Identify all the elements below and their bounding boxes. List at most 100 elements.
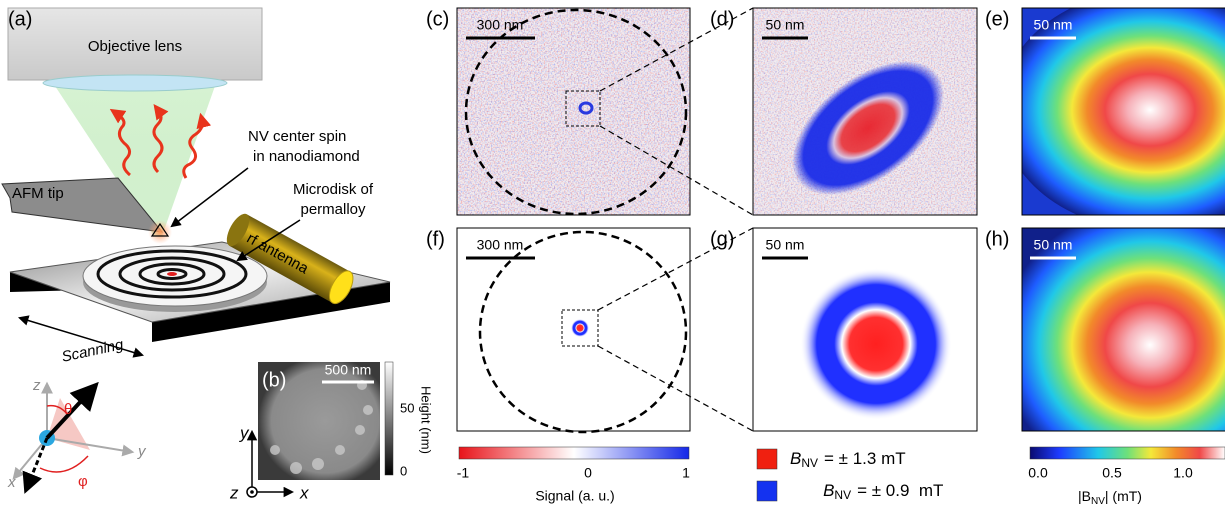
panel-f: 300 nm (f) (426, 227, 754, 434)
panel-label: (e) (985, 8, 1009, 30)
legend-symbol: B (790, 449, 801, 468)
panel-label: (a) (8, 8, 32, 30)
fluorescence-arrows (109, 103, 212, 179)
z-axis-dot (250, 490, 254, 494)
colorbar-label: |BNV| (mT) (1078, 488, 1142, 507)
disk-outline (478, 230, 688, 434)
colorbar-label-sub: NV (1091, 496, 1105, 507)
lens-glass (42, 74, 228, 92)
angle-shade (47, 398, 90, 450)
legend-symbol: B (823, 481, 834, 500)
legend-swatch (756, 448, 778, 470)
spin-projection (22, 437, 49, 494)
colorbar-tick: 0.5 (1102, 465, 1122, 481)
colorbar-tick: 0.0 (1028, 465, 1048, 481)
microdisk-label: permalloy (300, 201, 366, 218)
antenna-back (226, 213, 250, 247)
legend-entry: BNV = ± 1.3 mT (790, 449, 906, 470)
vortex-signal (792, 61, 944, 195)
height-colorbar (384, 361, 394, 476)
disk-outline (464, 8, 688, 216)
nv-label: NV center spin (248, 128, 346, 145)
colorbar-tick: -1 (457, 465, 470, 481)
afm-grains (270, 380, 373, 474)
antenna-body (229, 214, 350, 303)
nv-pointer (170, 167, 249, 228)
vortex-core (167, 272, 177, 276)
panel-e-part (1022, 8, 1225, 215)
panel-b: (b) 500 nm 50 0 Height (nm) x y z (229, 362, 434, 503)
spin-axes: z y x θ φ (7, 377, 147, 494)
y-axis (46, 437, 135, 457)
vortex-signal (800, 268, 952, 420)
colorbar-label: Signal (a. u.) (535, 488, 614, 504)
fluorescence-arrows-part (152, 103, 169, 174)
domain-rings-part (118, 256, 226, 292)
legend-subscript: NV (834, 488, 851, 502)
x-label: x (299, 483, 309, 502)
objective-label: Objective lens (88, 38, 182, 55)
colorbar-label-part: | (mT) (1105, 488, 1142, 504)
vortex-signal (571, 319, 589, 337)
scale-bar-label: 300 nm (477, 17, 524, 33)
zoom-line (599, 7, 754, 92)
afm-grains-part (335, 445, 345, 455)
afm-tip-label: AFM tip (12, 185, 64, 202)
panel-label: (g) (710, 228, 734, 250)
afm-tip (1, 177, 164, 233)
fluorescence-arrows-part (182, 112, 212, 179)
panel-label: (d) (710, 8, 734, 30)
legend-text: = ± 0.9 mT (857, 481, 943, 500)
panel-label: (b) (262, 369, 286, 391)
panel-label: (c) (426, 8, 449, 30)
colorbar-label-part: |B (1078, 488, 1091, 504)
panel-e: 50 nm (e) (985, 7, 1225, 216)
frame (752, 7, 978, 216)
y-label: y (239, 423, 250, 442)
scale-bar-label: 50 nm (1034, 17, 1073, 33)
colorbar-tick: 0 (584, 465, 592, 481)
scanning-arrow (17, 315, 145, 358)
afm-grains-part (363, 405, 373, 415)
scale-bar-label: 50 nm (766, 17, 805, 33)
legend-entry: BNV = ± 0.9 mT (790, 481, 967, 502)
field-spot (1022, 228, 1225, 431)
fluorescence-arrows-part (109, 108, 131, 177)
colorbar-tick: 1.0 (1173, 465, 1193, 481)
panel-h-part (1022, 228, 1225, 431)
x-axis (12, 437, 48, 480)
afm-grains-part (312, 458, 324, 470)
scale-bar-label: 50 nm (766, 237, 805, 253)
legend-text: = ± 1.3 mT (824, 449, 906, 468)
z-label: z (32, 377, 41, 394)
colorbar-tick: 0 (400, 463, 407, 478)
legend-swatch (756, 480, 778, 502)
legend-subscript: NV (801, 456, 818, 470)
y-label: y (137, 443, 147, 460)
scale-bar-label: 300 nm (477, 237, 524, 253)
theta-label: θ (64, 401, 72, 418)
antenna-end (328, 270, 354, 305)
z-label: z (229, 483, 239, 502)
nv-glow (148, 220, 172, 244)
domain-rings-part (138, 262, 206, 286)
microdisk-pointer (236, 219, 301, 262)
microdisk-label: Microdisk of (293, 181, 374, 198)
zoom-box (565, 90, 601, 127)
nanodiamond (150, 222, 170, 237)
vortex-signal (578, 101, 594, 115)
spin-vector (45, 381, 99, 440)
field-colorbar: 0.0 0.5 1.0 |BNV| (mT) (1028, 446, 1225, 507)
panel-g: 50 nm (g) (710, 227, 978, 432)
nv-label: in nanodiamond (253, 148, 360, 165)
scale-bar-label: 50 nm (1034, 237, 1073, 253)
colorbar (1029, 446, 1225, 460)
afm-grains-part (270, 445, 280, 455)
panel-a: Objective lens (a) AFM tip NV center spi… (1, 7, 391, 494)
colorbar-tick: 50 (400, 400, 414, 415)
domain-rings (96, 249, 248, 299)
legend: BNV = ± 1.3 mT BNV = ± 0.9 mT (756, 448, 967, 502)
colorbar-label: Height (nm) (419, 386, 434, 454)
